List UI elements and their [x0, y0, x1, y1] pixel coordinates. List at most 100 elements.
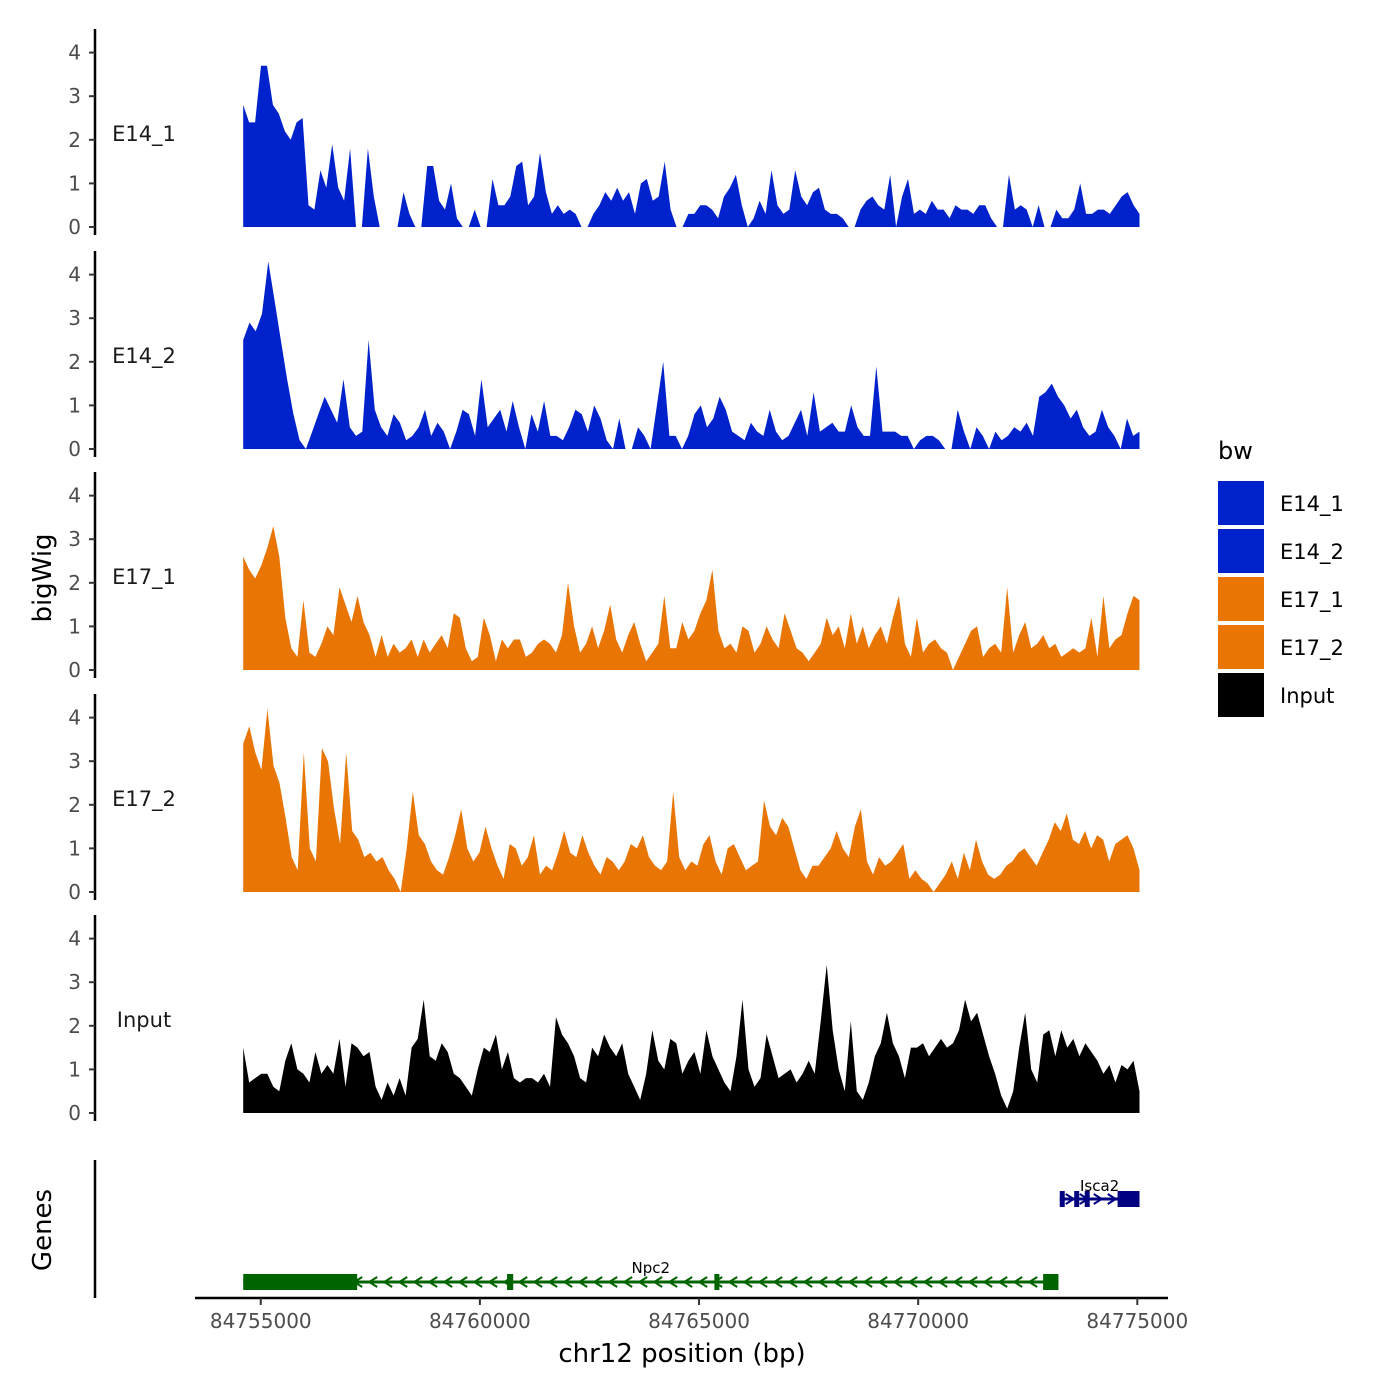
- area-Input: [243, 964, 1140, 1113]
- y-tick-label: 3: [68, 84, 81, 108]
- strand-arrow: [487, 1276, 498, 1288]
- track-E17_2: 0 1 2 3 4 E17_2: [68, 694, 1140, 904]
- x-tick-label: 84775000: [1086, 1309, 1188, 1333]
- y-tick-label: 2: [68, 571, 81, 595]
- x-tick-label: 84755000: [210, 1309, 312, 1333]
- y-tick-label: 1: [68, 836, 81, 860]
- track-label-E17_1: E17_1: [112, 565, 176, 590]
- area-E14_2: [243, 261, 1140, 449]
- strand-arrow: [922, 1276, 933, 1288]
- y-tick-label: 4: [68, 263, 81, 287]
- legend-label-Input: Input: [1280, 684, 1334, 708]
- track-E14_2: 0 1 2 3 4 E14_2: [68, 251, 1140, 461]
- strand-arrow: [472, 1276, 483, 1288]
- strand-arrow: [802, 1276, 813, 1288]
- strand-arrow: [637, 1276, 648, 1288]
- y-tick-label: 1: [68, 1057, 81, 1081]
- strand-arrow: [697, 1276, 708, 1288]
- exon: [507, 1274, 514, 1290]
- y-tick-label: 3: [68, 749, 81, 773]
- legend-label-E14_2: E14_2: [1280, 540, 1344, 565]
- y-tick-label: 4: [68, 706, 81, 730]
- strand-arrow: [877, 1276, 888, 1288]
- strand-arrow: [517, 1276, 528, 1288]
- exon: [714, 1274, 720, 1290]
- exon: [1084, 1191, 1090, 1207]
- strand-arrow: [457, 1276, 468, 1288]
- strand-arrow: [742, 1276, 753, 1288]
- strand-arrow: [667, 1276, 678, 1288]
- legend-swatch-E14_1: [1218, 481, 1264, 525]
- x-tick-label: 84765000: [648, 1309, 750, 1333]
- y-tick-label: 0: [68, 215, 81, 239]
- y-tick-label: 4: [68, 41, 81, 65]
- legend-swatch-E17_2: [1218, 625, 1264, 669]
- area-E17_1: [243, 526, 1140, 670]
- strand-arrow: [412, 1276, 423, 1288]
- y-tick-label: 2: [68, 350, 81, 374]
- strand-arrow: [772, 1276, 783, 1288]
- strand-arrow: [1093, 1193, 1104, 1205]
- y-tick-label: 4: [68, 484, 81, 508]
- track-E17_1: 0 1 2 3 4 E17_1: [68, 472, 1140, 682]
- strand-arrow: [562, 1276, 573, 1288]
- strand-arrow: [397, 1276, 408, 1288]
- exon: [243, 1274, 358, 1290]
- x-tick-label: 84760000: [429, 1309, 531, 1333]
- y-tick-label: 1: [68, 171, 81, 195]
- exon: [1043, 1274, 1059, 1290]
- strand-arrow: [577, 1276, 588, 1288]
- strand-arrow: [817, 1276, 828, 1288]
- strand-arrow: [727, 1276, 738, 1288]
- legend-label-E14_1: E14_1: [1280, 492, 1344, 517]
- x-axis: 84755000 84760000 84765000 84770000 84775000: [195, 1296, 1188, 1333]
- y-tick-label: 0: [68, 437, 81, 461]
- strand-arrow: [757, 1276, 768, 1288]
- legend-label-E17_2: E17_2: [1280, 636, 1344, 661]
- strand-arrow: [832, 1276, 843, 1288]
- y-tick-label: 3: [68, 306, 81, 330]
- strand-arrow: [952, 1276, 963, 1288]
- track-label-Input: Input: [117, 1008, 171, 1032]
- track-label-E14_2: E14_2: [112, 344, 176, 369]
- strand-arrow: [427, 1276, 438, 1288]
- legend-label-E17_1: E17_1: [1280, 588, 1344, 613]
- area-E14_1: [243, 65, 1140, 227]
- track-label-E17_2: E17_2: [112, 787, 176, 812]
- gene-label-Isca2: Isca2: [1080, 1177, 1119, 1195]
- strand-arrow: [622, 1276, 633, 1288]
- strand-arrow: [787, 1276, 798, 1288]
- area-E17_2: [243, 708, 1140, 892]
- strand-arrow: [442, 1276, 453, 1288]
- legend-title: bw: [1218, 437, 1253, 465]
- y-axis-title: bigWig: [28, 533, 58, 622]
- y-tick-label: 2: [68, 793, 81, 817]
- legend-swatch-Input: [1218, 673, 1264, 717]
- signal-tracks: 0 1 2 3 4 E14_1 0 1 2 3 4 E14_2 0 1 2 3 4 E17_1 0 1 2 3 4 E17_2…: [68, 29, 1140, 1125]
- y-tick-label: 1: [68, 393, 81, 417]
- strand-arrow: [982, 1276, 993, 1288]
- exon: [1059, 1191, 1065, 1207]
- x-tick-label: 84770000: [867, 1309, 969, 1333]
- strand-arrow: [847, 1276, 858, 1288]
- legend-swatch-E17_1: [1218, 577, 1264, 621]
- gene-Npc2: Npc2: [243, 1259, 1059, 1290]
- track-Input: 0 1 2 3 4 Input: [68, 915, 1140, 1125]
- exon: [1074, 1191, 1080, 1207]
- y-tick-label: 3: [68, 970, 81, 994]
- strand-arrow: [547, 1276, 558, 1288]
- y-tick-label: 2: [68, 128, 81, 152]
- strand-arrow: [1065, 1193, 1076, 1205]
- genes-axis-title: Genes: [28, 1189, 58, 1271]
- gene-Isca2: Isca2: [1059, 1177, 1140, 1207]
- y-tick-label: 1: [68, 614, 81, 638]
- strand-arrow: [997, 1276, 1008, 1288]
- strand-arrow: [607, 1276, 618, 1288]
- strand-arrow: [652, 1276, 663, 1288]
- strand-arrow: [862, 1276, 873, 1288]
- strand-arrow: [892, 1276, 903, 1288]
- y-tick-label: 0: [68, 658, 81, 682]
- x-axis-title: chr12 position (bp): [558, 1339, 805, 1369]
- gene-label-Npc2: Npc2: [632, 1259, 671, 1277]
